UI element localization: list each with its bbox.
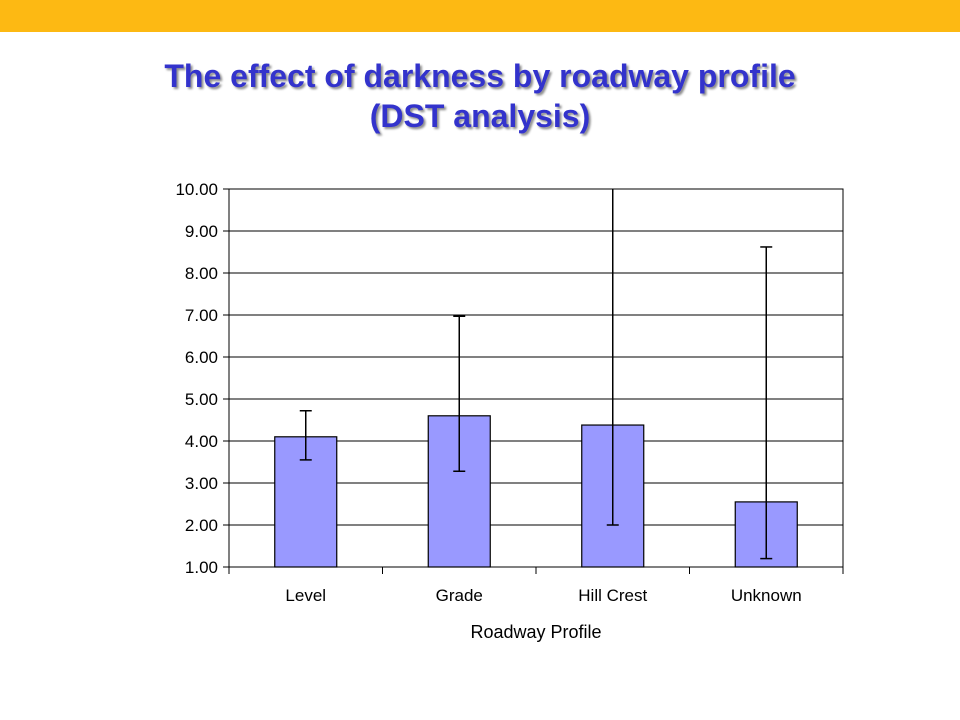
x-category-label: Grade [436, 586, 483, 605]
y-tick-label: 6.00 [185, 348, 218, 367]
y-tick-label: 4.00 [185, 432, 218, 451]
y-tick-label: 5.00 [185, 390, 218, 409]
y-tick-label: 9.00 [185, 222, 218, 241]
top-accent-bar [0, 0, 960, 32]
x-category-label: Hill Crest [578, 586, 647, 605]
x-category-label: Unknown [731, 586, 802, 605]
y-tick-label: 7.00 [185, 306, 218, 325]
y-tick-label: 8.00 [185, 264, 218, 283]
slide-title: The effect of darkness by roadway profil… [0, 56, 960, 136]
slide-title-line-2: (DST analysis) [369, 98, 591, 134]
x-category-label: Level [285, 586, 326, 605]
y-tick-label: 2.00 [185, 516, 218, 535]
slide-title-line-1: The effect of darkness by roadway profil… [164, 58, 796, 94]
y-tick-label: 1.00 [185, 558, 218, 577]
y-tick-label: 3.00 [185, 474, 218, 493]
y-tick-label: 10.00 [175, 180, 218, 199]
x-axis-title: Roadway Profile [470, 622, 601, 642]
